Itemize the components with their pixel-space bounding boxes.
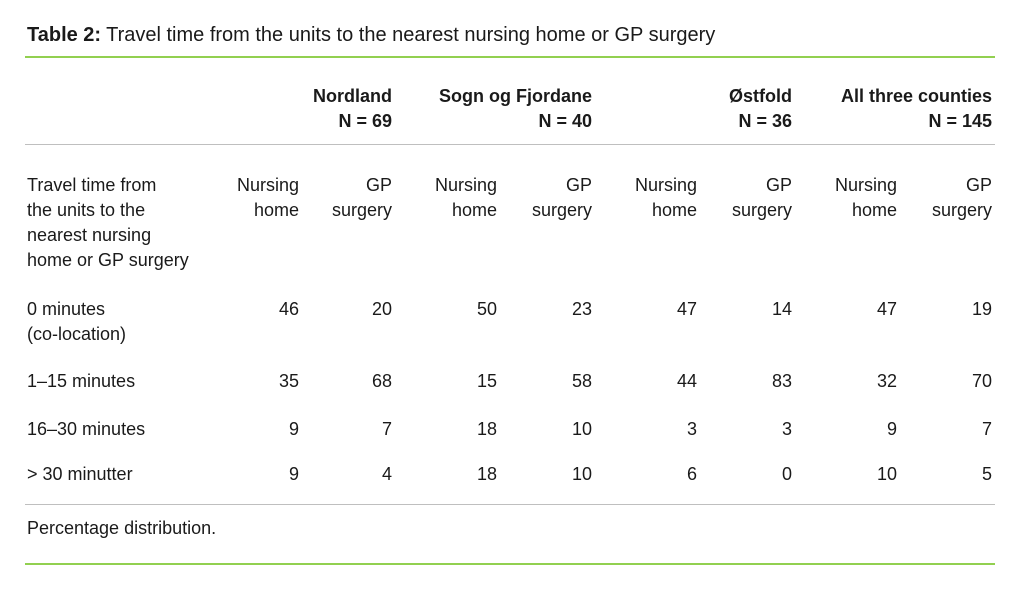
value-cell: 58: [571, 371, 592, 391]
col-header-nursing-home: Nursing home: [634, 175, 697, 220]
value-cell: 7: [381, 419, 392, 439]
col-header-nursing-home: Nursing home: [434, 175, 497, 220]
bottom-accent-divider: [25, 563, 995, 565]
value-cell: 47: [676, 299, 697, 319]
value-cell: 10: [500, 452, 595, 505]
group-name: All three counties: [840, 86, 992, 106]
row-label: 0 minutes (co-location): [27, 299, 127, 344]
top-accent-divider: [25, 56, 995, 58]
group-header-sogn-og-fjordane: Sogn og Fjordane N = 40: [395, 58, 595, 145]
group-n: N = 40: [538, 111, 592, 131]
group-header-nordland: Nordland N = 69: [230, 58, 395, 145]
value-cell: 7: [981, 419, 992, 439]
table-row: > 30 minutter 9 4 18 10 6 0 10 5: [25, 452, 995, 505]
group-name: Østfold: [729, 86, 792, 106]
value-cell: 3: [781, 419, 792, 439]
group-header-spacer: [25, 58, 230, 145]
value-cell: 47: [876, 299, 897, 319]
value-cell: 9: [288, 419, 299, 439]
value-cell: 35: [278, 371, 299, 391]
value-cell: 20: [371, 299, 392, 319]
col-header-nursing-home: Nursing home: [834, 175, 897, 220]
value-cell: 14: [771, 299, 792, 319]
value-cell: 6: [595, 452, 700, 505]
table-row: 0 minutes (co-location) 46 20 50 23 47 1…: [25, 275, 995, 354]
value-cell: 50: [476, 299, 497, 319]
value-cell: 0: [700, 452, 795, 505]
value-cell: 3: [686, 419, 697, 439]
column-header-row: Travel time from the units to the neares…: [25, 145, 995, 276]
table-title-text: Travel time from the units to the neares…: [106, 24, 716, 46]
value-cell: 19: [971, 299, 992, 319]
row-label: > 30 minutter: [25, 452, 230, 505]
value-cell: 83: [771, 371, 792, 391]
travel-time-table: Nordland N = 69 Sogn og Fjordane N = 40 …: [25, 58, 995, 505]
document-page: Table 2: Travel time from the units to th…: [0, 22, 1024, 615]
group-n: N = 36: [738, 111, 792, 131]
table-footnote: Percentage distribution.: [27, 518, 217, 538]
value-cell: 10: [571, 419, 592, 439]
col-header-gp-surgery: GP surgery: [531, 175, 592, 220]
group-header-ostfold: Østfold N = 36: [595, 58, 795, 145]
value-cell: 23: [571, 299, 592, 319]
value-cell: 9: [230, 452, 302, 505]
value-cell: 5: [900, 452, 995, 505]
value-cell: 15: [476, 371, 497, 391]
group-name: Nordland: [313, 86, 392, 106]
table-row: 1–15 minutes 35 68 15 58 44 83 32 70: [25, 354, 995, 404]
group-n: N = 69: [338, 111, 392, 131]
value-cell: 4: [302, 452, 395, 505]
group-n: N = 145: [928, 111, 992, 131]
col-header-gp-surgery: GP surgery: [731, 175, 792, 220]
value-cell: 32: [876, 371, 897, 391]
value-cell: 46: [278, 299, 299, 319]
row-label: 1–15 minutes: [27, 371, 136, 391]
row-label: 16–30 minutes: [27, 419, 146, 439]
table-figure: Table 2: Travel time from the units to th…: [25, 22, 995, 565]
group-header-row: Nordland N = 69 Sogn og Fjordane N = 40 …: [25, 58, 995, 145]
table-number-label: Table 2:: [27, 24, 102, 46]
value-cell: 9: [886, 419, 897, 439]
group-header-all-three-counties: All three counties N = 145: [795, 58, 995, 145]
value-cell: 10: [795, 452, 900, 505]
group-name: Sogn og Fjordane: [439, 86, 592, 106]
col-header-gp-surgery: GP surgery: [331, 175, 392, 220]
col-header-nursing-home: Nursing home: [236, 175, 299, 220]
value-cell: 68: [371, 371, 392, 391]
stub-header: Travel time from the units to the neares…: [27, 175, 189, 270]
table-row: 16–30 minutes 9 7 18 10 3 3 9 7: [25, 404, 995, 452]
value-cell: 18: [476, 419, 497, 439]
value-cell: 70: [971, 371, 992, 391]
value-cell: 44: [676, 371, 697, 391]
value-cell: 18: [395, 452, 500, 505]
col-header-gp-surgery: GP surgery: [931, 175, 992, 220]
table-title: Table 2: Travel time from the units to th…: [25, 22, 995, 48]
